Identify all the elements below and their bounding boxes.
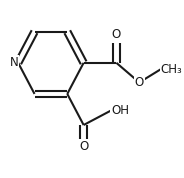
Text: O: O <box>135 76 144 89</box>
Text: O: O <box>79 140 88 153</box>
Text: N: N <box>9 56 18 69</box>
Text: O: O <box>112 28 121 41</box>
Text: OH: OH <box>112 104 130 117</box>
Text: CH₃: CH₃ <box>161 63 182 76</box>
